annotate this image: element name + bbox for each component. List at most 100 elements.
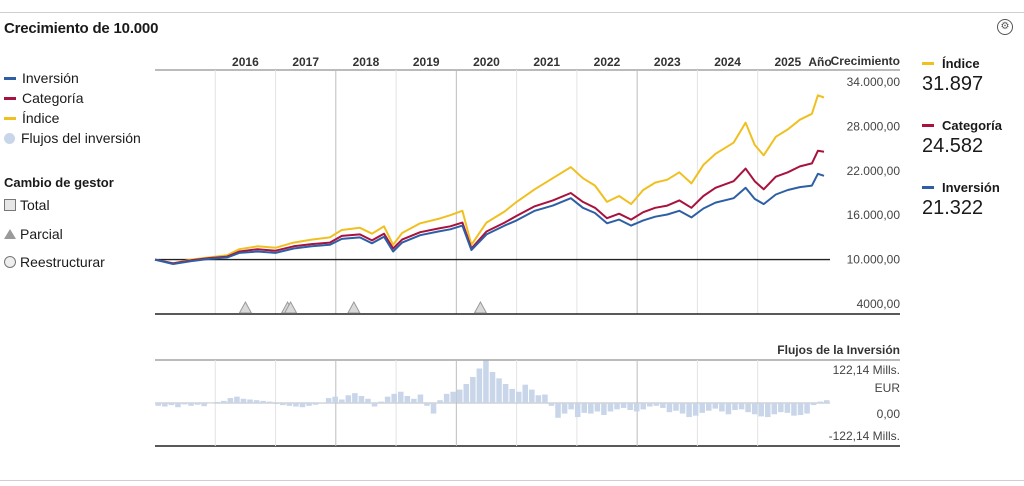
- right-legend-name: Categoría: [942, 118, 1002, 133]
- manager-change-marker: [473, 300, 488, 314]
- x-tick-label: 2019: [413, 55, 440, 69]
- bottom-divider: [0, 480, 1024, 481]
- right-legend-inversion: Inversión 21.322: [922, 180, 1000, 220]
- flow-bar: [155, 403, 162, 406]
- flow-bar: [660, 403, 666, 408]
- flow-bar: [614, 403, 620, 410]
- flow-bar: [194, 403, 201, 405]
- flow-bar: [647, 403, 653, 407]
- flow-bar: [640, 403, 647, 410]
- flow-bar: [653, 403, 660, 406]
- x-tick-label: 2023: [654, 55, 681, 69]
- flow-bar: [758, 403, 764, 417]
- flow-bar: [483, 360, 489, 403]
- flow-bar: [542, 394, 548, 403]
- flow-bar: [430, 403, 437, 414]
- flow-chart: Flujos de la Inversión 122,14 Mills. EUR 0,…: [155, 343, 900, 447]
- manager-change-label: Reestructurar: [20, 254, 105, 270]
- flow-bar: [778, 403, 784, 413]
- flow-bar: [384, 396, 391, 403]
- right-legend-label-inversion: Inversión: [922, 180, 1000, 195]
- settings-icon[interactable]: ⚙: [997, 19, 1013, 35]
- flow-bar: [705, 403, 712, 411]
- flow-bar: [345, 395, 352, 403]
- x-tick-label: 2021: [533, 55, 560, 69]
- manager-change-parcial[interactable]: Parcial: [4, 226, 63, 242]
- y-tick-label: 28.000,00: [847, 119, 901, 133]
- top-divider: [0, 12, 1024, 13]
- flow-bar: [201, 403, 207, 407]
- right-legend-name: Índice: [942, 56, 980, 71]
- right-legend-swatch: [922, 186, 934, 189]
- flow-bar: [509, 388, 515, 403]
- flow-bar: [738, 403, 745, 410]
- flow-bar: [535, 395, 542, 403]
- manager-change-label: Total: [20, 197, 50, 213]
- x-tick-label: 2025: [774, 55, 801, 69]
- flow-bar: [188, 403, 194, 406]
- flow-bar: [515, 391, 522, 403]
- flow-bar: [627, 403, 633, 411]
- flow-bar: [555, 403, 561, 418]
- flow-bar: [299, 403, 306, 408]
- flow-bar: [417, 394, 424, 403]
- flow-bar: [404, 395, 411, 403]
- series-line-inversión: [154, 172, 825, 265]
- flow-bar: [470, 376, 476, 403]
- flow-bar: [489, 372, 496, 403]
- flow-bar: [574, 403, 581, 418]
- legend-item-indice[interactable]: Índice: [4, 108, 141, 128]
- flow-bar: [594, 403, 601, 412]
- flow-bar: [168, 403, 175, 406]
- legend-label: Flujos del inversión: [21, 130, 141, 146]
- flow-bar: [522, 384, 529, 403]
- flow-bar: [496, 378, 502, 403]
- flow-bar: [312, 403, 319, 405]
- flow-bar: [804, 403, 810, 414]
- flow-bar: [247, 399, 253, 403]
- legend-item-flujos[interactable]: Flujos del inversión: [4, 128, 141, 148]
- right-legend-value-categoria: 24.582: [922, 135, 984, 157]
- flow-bar: [273, 403, 280, 405]
- manager-change-total[interactable]: Total: [4, 197, 50, 213]
- legend-swatch-indice: [4, 116, 16, 120]
- right-legend-value-indice: 31.897: [922, 73, 984, 95]
- flow-bar: [378, 401, 384, 403]
- flow-bar: [673, 403, 679, 411]
- flow-bar: [391, 393, 397, 403]
- legend-item-inversion[interactable]: Inversión: [4, 68, 141, 88]
- triangle-icon: [4, 229, 16, 239]
- flow-bar: [725, 403, 732, 415]
- manager-change-reestructurar[interactable]: Reestructurar: [4, 254, 105, 270]
- flow-bar: [358, 395, 365, 403]
- flow-bar: [679, 403, 686, 414]
- flow-bar: [214, 401, 221, 403]
- main-chart: 2016 2017 2018 2019 2020 2021 2022 2023 2024 2025…: [154, 54, 901, 315]
- legend-item-categoria[interactable]: Categoría: [4, 88, 141, 108]
- flow-bar: [712, 403, 719, 409]
- flow-bar: [633, 403, 640, 412]
- flow-bar: [686, 403, 692, 418]
- right-legend-indice: Índice 31.897: [922, 56, 983, 96]
- flow-bar: [450, 391, 456, 403]
- series-line-categoría: [154, 149, 825, 265]
- manager-change-marker: [347, 300, 361, 314]
- flow-bar: [162, 403, 168, 407]
- flow-bar: [397, 391, 404, 403]
- manager-change-label: Parcial: [20, 226, 63, 242]
- flow-bar: [463, 383, 470, 403]
- flow-bar: [797, 403, 804, 415]
- x-tick-label: 2020: [473, 55, 500, 69]
- x-tick-label: 2018: [353, 55, 380, 69]
- y-tick-label: 34.000,00: [847, 75, 901, 89]
- flow-bar: [227, 398, 234, 403]
- x-tick-label: 2022: [594, 55, 621, 69]
- y-tick-label: 10.000,00: [847, 253, 901, 267]
- flow-bar: [411, 398, 417, 403]
- flow-bar: [352, 393, 358, 403]
- circle-icon: [4, 256, 16, 268]
- legend-label: Inversión: [22, 70, 79, 86]
- flow-bar: [719, 403, 725, 412]
- flow-bar: [306, 403, 312, 406]
- legend-swatch-inversion: [4, 76, 16, 80]
